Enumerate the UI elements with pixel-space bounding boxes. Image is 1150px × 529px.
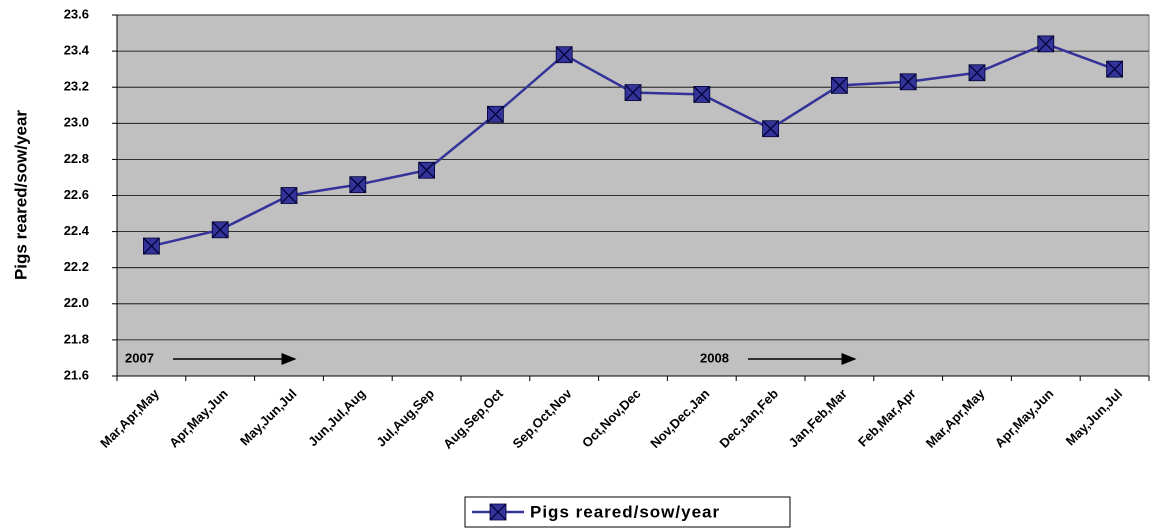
x-tick-label: Jun,Jul,Aug (305, 386, 368, 449)
marker-cross (1106, 60, 1124, 78)
marker-cross (486, 105, 504, 123)
x-tick-label: Feb,Mar,Apr (855, 386, 919, 450)
x-tick-label: Mar,Apr,May (923, 385, 988, 450)
marker-cross (555, 46, 573, 64)
y-tick-label: 22.8 (64, 151, 89, 166)
x-tick-label: Mar,Apr,May (97, 385, 162, 450)
marker-cross (830, 76, 848, 94)
point (762, 120, 780, 138)
annotation: 2008 (700, 350, 729, 365)
point (142, 237, 160, 255)
marker-cross (968, 64, 986, 82)
x-tick-label: May,Jun,Jul (237, 386, 300, 449)
marker-cross (624, 84, 642, 102)
marker-cross (1037, 35, 1055, 53)
y-axis-title: Pigs reared/sow/year (11, 110, 30, 280)
point (1037, 35, 1055, 53)
legend-label: Pigs reared/sow/year (530, 502, 720, 521)
y-tick-label: 23.0 (64, 115, 89, 130)
y-tick-label: 22.2 (64, 259, 89, 274)
point (693, 85, 711, 103)
y-tick-label: 22.4 (64, 223, 90, 238)
x-tick-label: Jul,Aug,Sep (373, 386, 437, 450)
marker-cross (693, 85, 711, 103)
x-tick-label: Oct,Nov,Dec (579, 386, 644, 451)
x-tick-label: Dec,Jan,Feb (716, 386, 781, 451)
marker-cross (142, 237, 160, 255)
x-tick-label: Sep,Oct,Nov (509, 385, 575, 451)
y-tick-label: 23.4 (64, 43, 90, 58)
point (280, 187, 298, 204)
marker-cross (349, 176, 367, 194)
x-tick-label: May,Jun,Jul (1063, 386, 1126, 449)
annotation: 2007 (125, 350, 154, 365)
x-tick-label: Jan,Feb,Mar (786, 386, 850, 450)
y-tick-label: 21.6 (64, 367, 89, 382)
x-tick-label: Aug,Sep,Oct (440, 385, 506, 451)
x-tick-label: Nov,Dec,Jan (647, 386, 712, 451)
y-tick-label: 21.8 (64, 331, 89, 346)
point (624, 84, 642, 102)
point (968, 64, 986, 82)
point (555, 46, 573, 64)
point (349, 176, 367, 194)
marker-cross (899, 73, 917, 91)
marker-cross (489, 503, 507, 521)
marker-cross (211, 221, 229, 239)
point (211, 221, 229, 239)
y-tick-label: 22.6 (64, 187, 89, 202)
x-tick-label: Apr,May,Jun (992, 386, 1057, 451)
y-tick-label: 22.0 (64, 295, 89, 310)
marker-cross (418, 161, 436, 179)
point (830, 76, 848, 94)
point (418, 161, 436, 179)
y-tick-label: 23.6 (64, 6, 89, 21)
point (486, 105, 504, 123)
marker-cross (762, 120, 780, 138)
legend-marker (489, 503, 507, 521)
point (1106, 60, 1124, 78)
y-tick-label: 23.2 (64, 79, 89, 94)
marker-cross (280, 187, 298, 204)
x-tick-label: Apr,May,Jun (166, 386, 231, 451)
point (899, 73, 917, 91)
